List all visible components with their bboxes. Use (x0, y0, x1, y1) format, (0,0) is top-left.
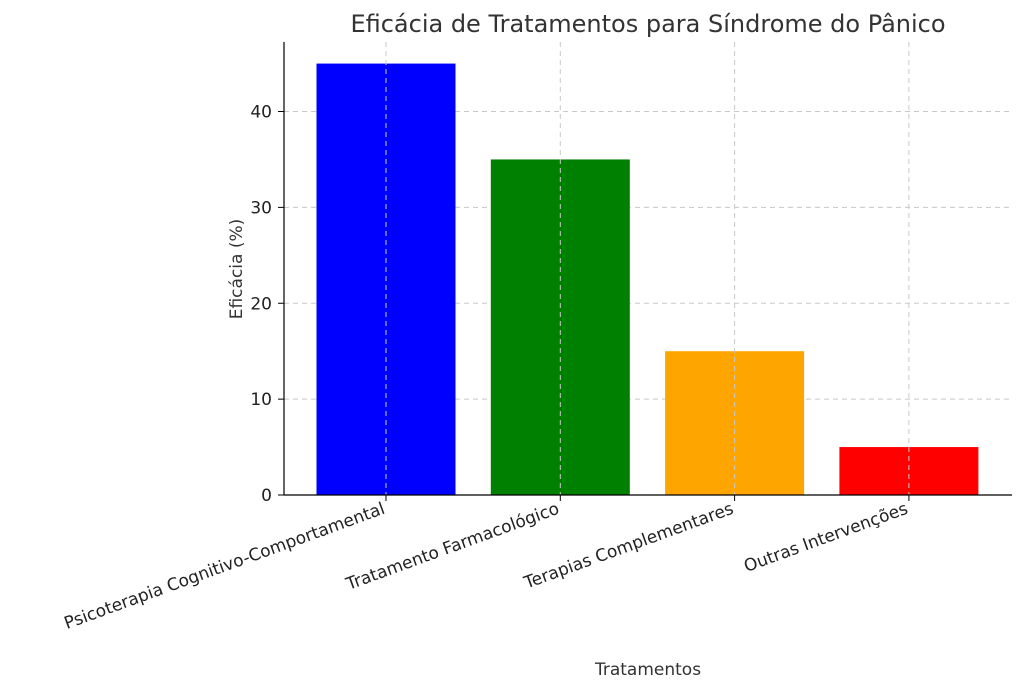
chart-title: Eficácia de Tratamentos para Síndrome do… (350, 10, 945, 38)
y-tick-label: 30 (250, 198, 272, 218)
y-axis-label: Eficácia (%) (227, 219, 247, 320)
y-ticks: 0 10 20 30 40 (250, 103, 284, 506)
bar (490, 159, 630, 495)
x-category-label: Outras Intervenções (741, 499, 910, 577)
grid-x (385, 42, 910, 495)
x-axis-label: Tratamentos (594, 660, 701, 680)
bars (316, 63, 979, 495)
y-tick-label: 10 (250, 390, 272, 410)
y-tick-label: 20 (250, 294, 272, 314)
y-tick-label: 40 (250, 103, 272, 123)
x-ticks: Psicoterapia Cognitivo-ComportamentalTra… (62, 495, 911, 634)
x-category-label: Psicoterapia Cognitivo-Comportamental (62, 499, 388, 634)
y-tick-label: 0 (261, 486, 272, 506)
